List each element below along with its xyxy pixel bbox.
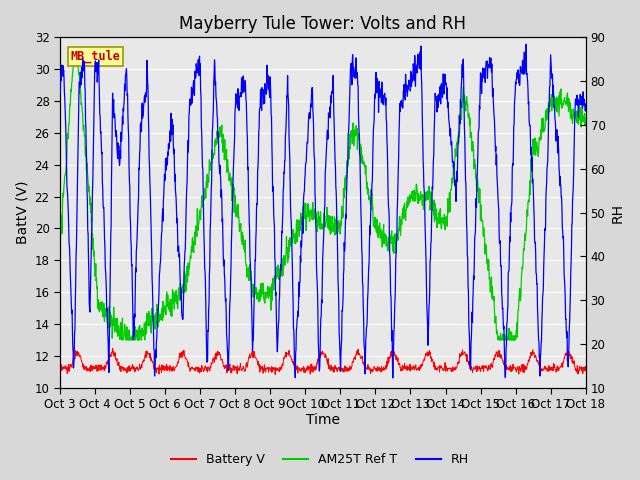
Legend: Battery V, AM25T Ref T, RH: Battery V, AM25T Ref T, RH bbox=[166, 448, 474, 471]
Y-axis label: RH: RH bbox=[611, 203, 625, 223]
Title: Mayberry Tule Tower: Volts and RH: Mayberry Tule Tower: Volts and RH bbox=[179, 15, 467, 33]
Y-axis label: BattV (V): BattV (V) bbox=[15, 181, 29, 244]
Text: MB_tule: MB_tule bbox=[70, 49, 120, 63]
X-axis label: Time: Time bbox=[306, 413, 340, 427]
